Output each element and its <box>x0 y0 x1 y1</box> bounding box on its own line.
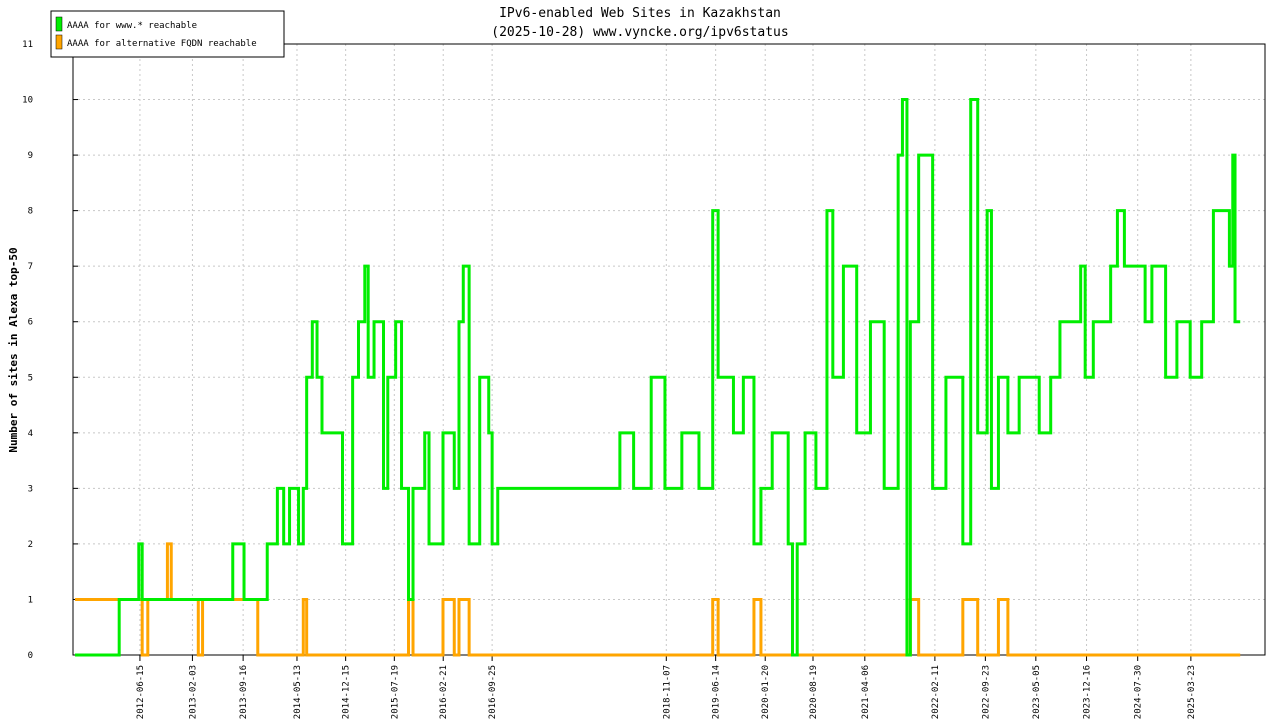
y-tick-label: 4 <box>28 429 33 439</box>
legend-swatch <box>55 16 63 32</box>
y-tick-label: 11 <box>22 40 33 50</box>
y-tick-label: 9 <box>28 151 33 161</box>
x-tick-label: 2022-02-11 <box>931 665 941 719</box>
y-tick-label: 10 <box>22 96 33 106</box>
x-tick-label: 2022-09-23 <box>981 665 991 719</box>
y-tick-label: 3 <box>28 484 33 494</box>
legend-label: AAAA for www.* reachable <box>67 21 197 31</box>
x-tick-label: 2020-01-20 <box>761 665 771 719</box>
x-tick-label: 2024-07-30 <box>1134 665 1144 719</box>
x-tick-label: 2020-08-19 <box>809 665 819 719</box>
legend-box <box>50 10 285 58</box>
legend-swatch <box>55 34 63 50</box>
x-tick-label: 2023-12-16 <box>1083 665 1093 719</box>
chart-subtitle: (2025-10-28) www.vyncke.org/ipv6status <box>491 25 788 40</box>
x-tick-label: 2013-09-16 <box>239 665 249 719</box>
y-tick-label: 6 <box>28 318 33 328</box>
y-tick-label: 2 <box>28 540 33 550</box>
legend-label: AAAA for alternative FQDN reachable <box>67 39 257 49</box>
x-tick-label: 2012-06-15 <box>136 665 146 719</box>
y-axis-label: Number of sites in Alexa top-50 <box>7 247 20 452</box>
y-tick-label: 0 <box>28 651 33 661</box>
x-tick-label: 2025-03-23 <box>1187 665 1197 719</box>
x-tick-label: 2021-04-06 <box>861 665 871 719</box>
chart-title: IPv6-enabled Web Sites in Kazakhstan <box>499 6 781 21</box>
x-tick-label: 2018-11-07 <box>662 665 672 719</box>
x-tick-label: 2015-07-19 <box>390 665 400 719</box>
x-tick-label: 2019-06-14 <box>712 665 722 719</box>
x-tick-label: 2016-09-25 <box>488 665 498 719</box>
x-tick-label: 2016-02-21 <box>439 665 449 719</box>
x-tick-label: 2014-12-15 <box>342 665 352 719</box>
x-tick-label: 2013-02-03 <box>188 665 198 719</box>
y-tick-label: 7 <box>28 262 33 272</box>
x-tick-label: 2023-05-05 <box>1032 665 1042 719</box>
legend: AAAA for www.* reachable AAAA for alterna… <box>50 10 285 58</box>
series-line <box>75 98 1241 657</box>
y-tick-label: 8 <box>28 207 33 217</box>
y-tick-label: 1 <box>28 595 33 605</box>
y-tick-label: 5 <box>28 373 33 383</box>
series-line <box>75 542 1241 657</box>
x-tick-label: 2014-05-13 <box>293 665 303 719</box>
